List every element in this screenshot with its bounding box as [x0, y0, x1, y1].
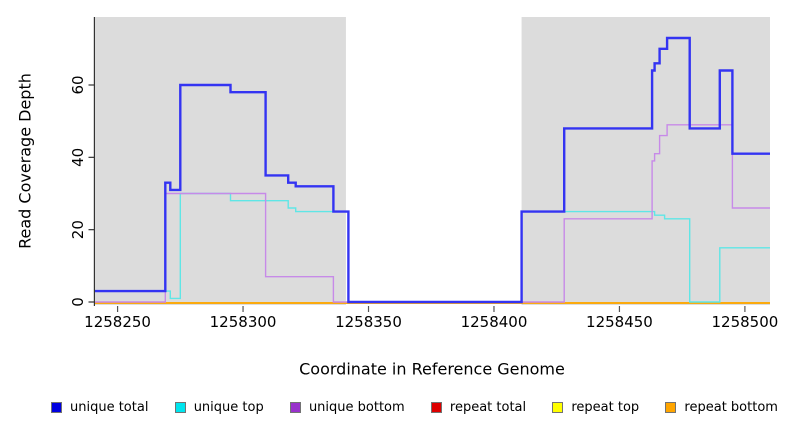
legend-item-unique-top: unique top	[174, 400, 264, 415]
series-line-unique-bottom	[95, 124, 770, 303]
y-tick-label: 20	[69, 220, 87, 239]
legend-label: unique top	[193, 400, 264, 415]
legend-swatch	[552, 402, 564, 413]
legend-item-unique-total: unique total	[51, 400, 149, 415]
legend-label: unique bottom	[308, 400, 405, 415]
legend-label: unique total	[70, 400, 149, 415]
y-tick-label: 0	[69, 297, 87, 307]
shaded-region	[95, 17, 346, 305]
shaded-region	[521, 17, 770, 305]
legend-swatch	[289, 402, 301, 413]
legend-swatch	[665, 402, 677, 413]
y-tick-label: 60	[69, 75, 87, 94]
legend-item-repeat-bottom: repeat bottom	[665, 400, 778, 415]
x-tick-label: 1258500	[712, 313, 779, 331]
x-tick-label: 1258400	[461, 313, 528, 331]
x-tick-label: 1258300	[210, 313, 277, 331]
x-axis-title: Coordinate in Reference Genome	[299, 359, 565, 379]
x-tick-label: 1258350	[335, 313, 402, 331]
legend-label: repeat bottom	[684, 400, 778, 415]
x-tick-label: 1258250	[84, 313, 151, 331]
legend-swatch	[430, 402, 442, 413]
legend-swatch	[174, 402, 186, 413]
series-line-unique-total	[95, 36, 770, 304]
y-tick-label: 40	[69, 148, 87, 167]
legend-item-repeat-total: repeat total	[430, 400, 527, 415]
legend-label: repeat total	[449, 400, 527, 415]
legend-item-unique-bottom: unique bottom	[289, 400, 405, 415]
legend-item-repeat-top: repeat top	[552, 400, 640, 415]
legend-swatch	[51, 402, 62, 413]
x-tick-label: 1258450	[586, 313, 653, 331]
legend: unique total unique top unique bottom repea…	[0, 400, 792, 415]
y-axis-title: Read Coverage Depth	[15, 73, 35, 249]
legend-label: repeat top	[571, 400, 640, 415]
